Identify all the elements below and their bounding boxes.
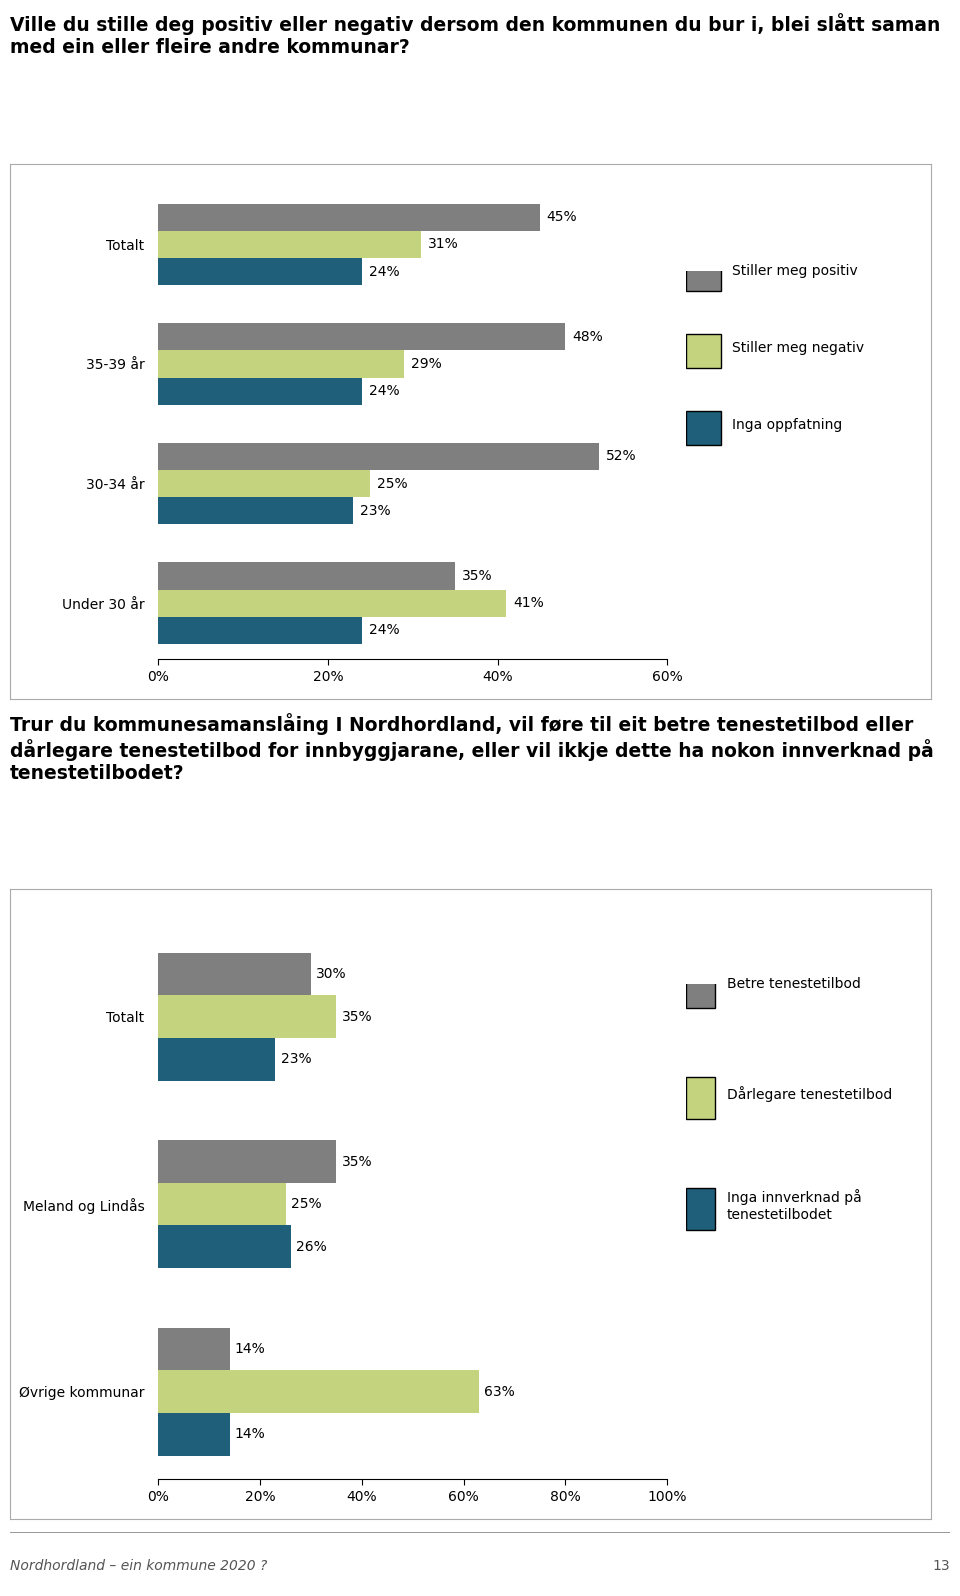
FancyBboxPatch shape <box>686 1187 715 1229</box>
Text: Inga oppfatning: Inga oppfatning <box>732 418 843 433</box>
Text: 25%: 25% <box>377 477 408 490</box>
Bar <box>158 562 455 589</box>
Bar <box>158 442 599 469</box>
Bar <box>158 322 565 351</box>
Text: 31%: 31% <box>428 238 459 251</box>
Bar <box>158 469 371 496</box>
Text: Trur du kommunesamanslåing I Nordhordland, vil føre til eit betre tenestetilbod : Trur du kommunesamanslåing I Nordhordlan… <box>10 713 933 784</box>
FancyBboxPatch shape <box>686 1077 715 1119</box>
Text: 30%: 30% <box>316 967 347 982</box>
Bar <box>158 1037 276 1080</box>
Text: 35%: 35% <box>342 1010 372 1023</box>
Text: Stiller meg negativ: Stiller meg negativ <box>732 342 865 356</box>
Text: Dårlegare tenestetilbod: Dårlegare tenestetilbod <box>727 1087 892 1103</box>
Bar <box>158 616 362 643</box>
Text: Ville du stille deg positiv eller negativ dersom den kommunen du bur i, blei slå: Ville du stille deg positiv eller negati… <box>10 13 940 57</box>
Text: 41%: 41% <box>513 597 543 610</box>
Text: 23%: 23% <box>360 504 391 517</box>
Text: 48%: 48% <box>572 330 603 343</box>
Bar <box>158 1226 291 1269</box>
Bar <box>158 204 540 231</box>
Text: 25%: 25% <box>291 1197 322 1211</box>
Text: 13: 13 <box>933 1559 950 1572</box>
Bar <box>158 1412 229 1456</box>
Bar <box>158 259 362 286</box>
Bar <box>158 496 353 525</box>
Bar <box>158 953 311 996</box>
Text: Nordhordland – ein kommune 2020 ?: Nordhordland – ein kommune 2020 ? <box>10 1559 267 1572</box>
Text: 24%: 24% <box>369 624 399 637</box>
Text: 24%: 24% <box>369 265 399 279</box>
Text: 63%: 63% <box>484 1385 515 1398</box>
Bar <box>158 1183 286 1226</box>
Text: 14%: 14% <box>235 1342 266 1357</box>
Text: 35%: 35% <box>342 1154 372 1168</box>
Text: 14%: 14% <box>235 1427 266 1441</box>
Text: 52%: 52% <box>606 450 636 463</box>
Text: 35%: 35% <box>462 568 492 583</box>
FancyBboxPatch shape <box>686 410 721 445</box>
Bar <box>158 231 421 259</box>
Bar <box>158 1140 337 1183</box>
Bar <box>158 589 506 616</box>
Bar <box>158 378 362 405</box>
Text: 24%: 24% <box>369 385 399 397</box>
Text: 45%: 45% <box>547 211 577 223</box>
Text: Betre tenestetilbod: Betre tenestetilbod <box>727 977 860 991</box>
Bar <box>158 996 337 1037</box>
FancyBboxPatch shape <box>686 966 715 1007</box>
Text: Stiller meg positiv: Stiller meg positiv <box>732 265 858 278</box>
Bar <box>158 1371 479 1412</box>
Text: 29%: 29% <box>411 358 442 370</box>
Bar <box>158 1328 229 1371</box>
Text: 23%: 23% <box>280 1052 311 1066</box>
Bar <box>158 351 404 378</box>
Text: Inga innverknad på
tenestetilbodet: Inga innverknad på tenestetilbodet <box>727 1189 861 1221</box>
FancyBboxPatch shape <box>686 257 721 290</box>
Text: 26%: 26% <box>296 1240 326 1254</box>
FancyBboxPatch shape <box>686 334 721 367</box>
